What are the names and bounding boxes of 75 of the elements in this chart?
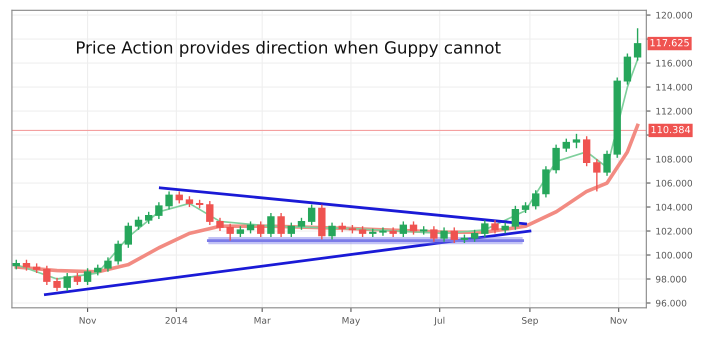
y-tick-label: 104.000 <box>656 204 692 211</box>
ref-line-label: 110.384 <box>652 126 690 134</box>
y-tick-label: 116.000 <box>656 60 692 67</box>
candlestick <box>338 222 346 233</box>
candlestick <box>400 220 408 238</box>
candlestick <box>186 196 194 208</box>
candlestick <box>288 222 295 238</box>
candlestick <box>277 212 285 238</box>
candlestick <box>440 226 448 243</box>
y-tick-label: 102.000 <box>656 228 692 235</box>
candlestick <box>176 190 183 204</box>
candlestick <box>104 256 112 272</box>
candlestick <box>624 52 632 86</box>
candlestick <box>298 217 306 231</box>
candlestick <box>552 144 560 174</box>
candlestick <box>501 222 509 234</box>
candlestick <box>134 216 142 231</box>
candlestick <box>562 138 570 153</box>
x-tick-label: Mar <box>254 317 271 324</box>
candlestick <box>522 202 530 214</box>
candlestick <box>236 226 244 238</box>
x-tick-label: Nov <box>80 317 96 324</box>
candlestick <box>572 133 580 149</box>
y-tick-label: 98.000 <box>656 276 686 283</box>
candlestick <box>32 262 40 274</box>
x-tick-label: Nov <box>610 317 628 324</box>
candlestick <box>145 211 152 225</box>
candlestick <box>64 272 71 292</box>
candlestick <box>94 264 102 276</box>
y-tick-label: 120.000 <box>656 12 692 19</box>
candlestick <box>165 190 173 210</box>
annotation: Price Action provides direction when Guppy cannot <box>76 40 501 58</box>
y-tick-label: 106.000 <box>656 180 692 187</box>
candlestick <box>22 259 30 272</box>
candlestick <box>470 229 478 243</box>
candlestick <box>226 223 234 242</box>
candlestick <box>246 220 254 234</box>
candlestick <box>308 204 316 226</box>
candlestick <box>410 220 418 236</box>
x-tick-label: Jul <box>434 316 444 326</box>
candlestick <box>43 265 51 286</box>
candlestick <box>358 226 366 238</box>
candlestick <box>124 222 132 249</box>
candlestick <box>257 220 264 238</box>
annotation: 117.625 <box>650 39 689 46</box>
candlestick <box>450 226 458 244</box>
candlestick <box>542 166 550 198</box>
candlestick <box>12 259 20 270</box>
candlestick <box>74 272 82 286</box>
y-tick-label: 100.000 <box>656 252 692 259</box>
x-tick-label: 2014 <box>166 316 188 324</box>
candlestick <box>593 158 601 192</box>
candlestick <box>603 150 611 177</box>
x-tick-label: Sep <box>522 316 538 326</box>
candlestick <box>155 202 163 220</box>
candlestick <box>267 212 275 238</box>
candlestick <box>512 205 520 231</box>
candlestick <box>114 240 122 266</box>
candlestick <box>328 222 336 240</box>
y-tick-label: 114.000 <box>656 84 692 91</box>
candlestick <box>532 190 540 210</box>
x-tick-label: May <box>342 317 360 326</box>
candlestick <box>216 217 224 232</box>
candlestick <box>206 200 214 226</box>
candlestick <box>582 136 590 167</box>
y-tick-label: 96.000 <box>656 300 686 307</box>
candlestick <box>481 220 489 238</box>
candlestick <box>491 220 499 234</box>
candlestick <box>634 28 642 62</box>
candlestick <box>430 226 438 243</box>
y-tick-label: 112.000 <box>656 108 692 115</box>
candlestick <box>84 268 92 286</box>
candlestick <box>389 226 397 238</box>
y-tick-label: 108.000 <box>656 156 692 163</box>
candlestick <box>53 277 61 292</box>
